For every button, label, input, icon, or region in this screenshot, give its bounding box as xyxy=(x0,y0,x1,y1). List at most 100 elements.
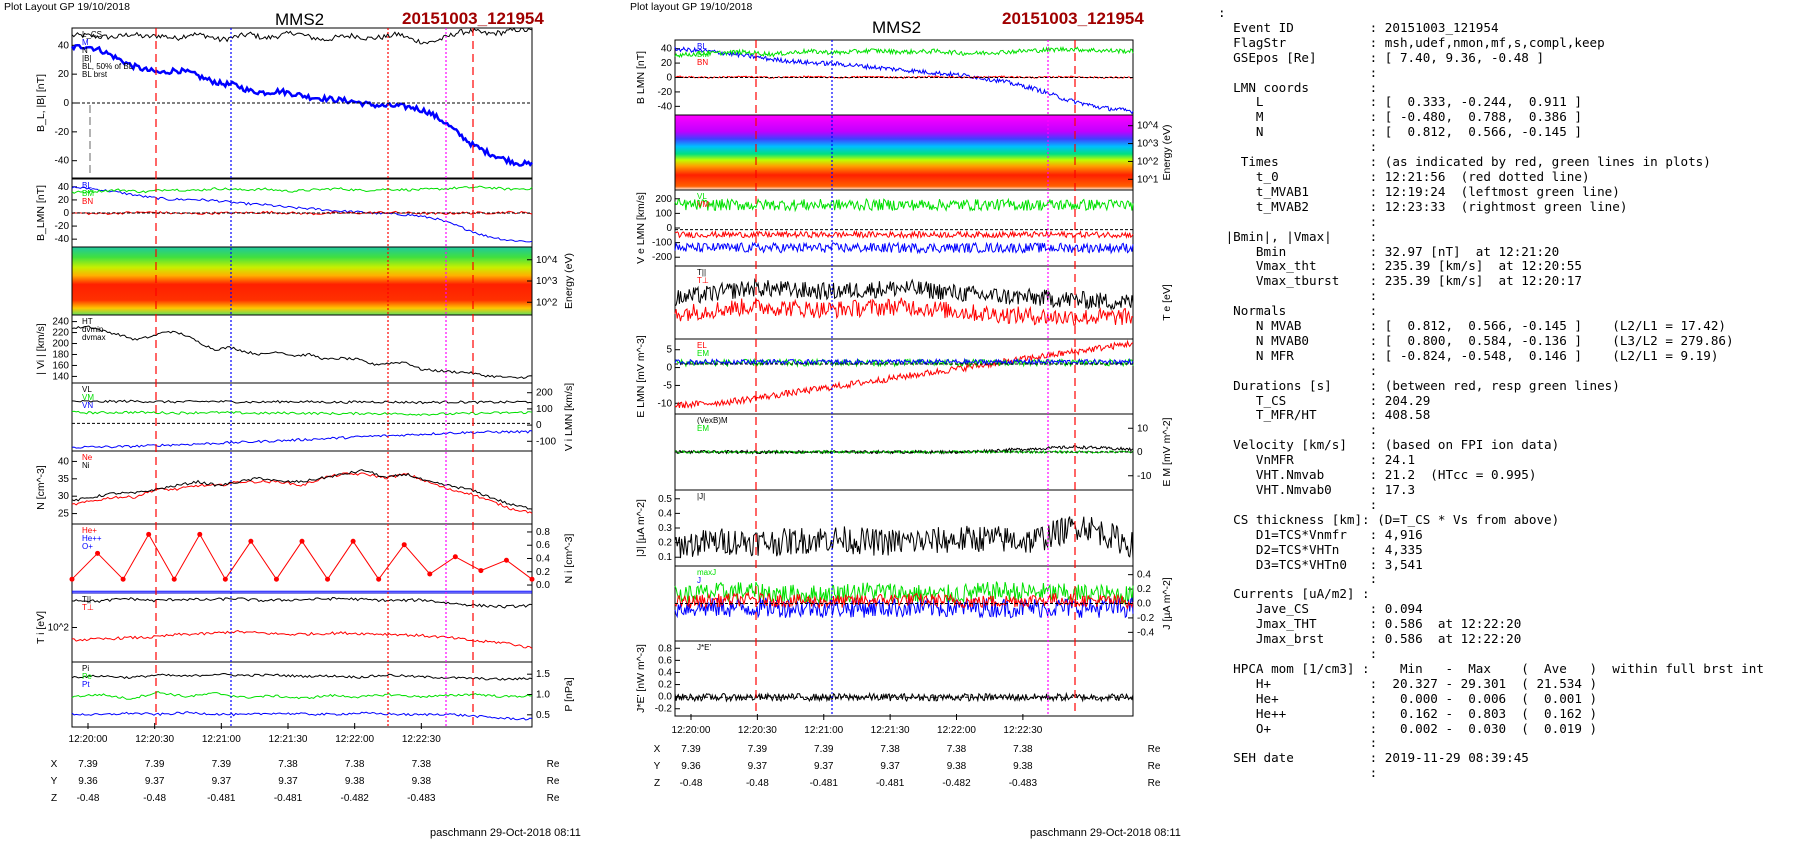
series-line-|Vi| xyxy=(71,325,533,379)
data-point xyxy=(273,576,279,582)
y-tick-label: 0.5 xyxy=(658,494,672,505)
data-point xyxy=(529,576,535,582)
y-tick-label: -0.4 xyxy=(1137,627,1155,638)
y-axis-label: J [µA m^-2] xyxy=(1161,577,1173,629)
series-line xyxy=(674,691,1134,703)
time-tick-label: 12:20:30 xyxy=(738,725,777,736)
data-point xyxy=(95,550,101,556)
legend-entry: (VexB)M xyxy=(697,416,728,425)
legend-entry: EM xyxy=(697,424,709,433)
legend-entry: BN xyxy=(697,58,708,67)
y-axis-label: N i [cm^-3] xyxy=(563,534,575,584)
legend-entry: J*E' xyxy=(697,643,711,652)
panel-frame xyxy=(71,661,533,728)
data-point xyxy=(478,568,484,574)
legend-entry: He++ xyxy=(82,534,102,543)
right-event-title: 20151003_121954 xyxy=(1002,9,1144,28)
legend-entry: T|| xyxy=(697,268,706,277)
y-tick-label: 10 xyxy=(1137,423,1149,434)
legend-entry: Ni xyxy=(82,461,90,470)
position-value: -0.48 xyxy=(143,793,166,804)
legend-entry: T⊥ xyxy=(697,276,709,285)
y-tick-label: -5 xyxy=(663,380,672,391)
legend-entry: maxJ xyxy=(697,568,716,577)
y-tick-label: -200 xyxy=(652,252,672,263)
y-tick-label: 0.2 xyxy=(536,567,550,578)
position-unit: Re xyxy=(547,776,560,787)
y-tick-label: -0.2 xyxy=(655,704,673,715)
y-tick-label: 100 xyxy=(536,404,553,415)
y-tick-label: 20 xyxy=(58,69,70,80)
y-tick-label: -20 xyxy=(658,87,673,98)
y-tick-label: -10 xyxy=(658,398,673,409)
series-line xyxy=(674,339,1134,410)
series-line-T⊥ xyxy=(71,629,533,649)
y-tick-label: 40 xyxy=(58,456,70,467)
series-line-BL xyxy=(71,186,533,243)
position-value: 9.38 xyxy=(1013,761,1033,772)
y-tick-label: -100 xyxy=(536,436,556,447)
position-value: -0.482 xyxy=(340,793,369,804)
y-axis-label: Energy (eV) xyxy=(563,253,575,309)
y-tick-label: 35 xyxy=(58,474,70,485)
data-point xyxy=(69,576,75,582)
series-line xyxy=(674,357,1134,367)
y-tick-label: -40 xyxy=(55,234,70,245)
position-value: -0.481 xyxy=(274,793,303,804)
y-tick-label: 20 xyxy=(661,58,673,69)
time-tick-label: 12:21:30 xyxy=(871,725,910,736)
y-tick-label: 200 xyxy=(536,388,553,399)
y-tick-label: 20 xyxy=(58,195,70,206)
y-axis-label: T i [eV] xyxy=(35,611,47,644)
legend-entry: T⊥ xyxy=(82,603,94,612)
y-tick-label: -0.2 xyxy=(1137,613,1155,624)
series-line xyxy=(674,45,1134,59)
position-value: 9.37 xyxy=(278,776,298,787)
legend-entry: J xyxy=(697,576,701,585)
series-line xyxy=(674,297,1134,326)
time-tick-label: 12:21:00 xyxy=(202,734,241,745)
data-point xyxy=(171,576,177,582)
position-value: -0.483 xyxy=(407,793,436,804)
series-line-T|| xyxy=(71,596,533,609)
position-row-label: Y xyxy=(654,761,661,772)
legend-entry: O+ xyxy=(82,542,93,551)
y-tick-label: 180 xyxy=(52,349,69,360)
position-row-label: Z xyxy=(654,778,660,789)
right-layout-label: Plot layout GP 19/10/2018 xyxy=(630,1,753,13)
series-line-VN xyxy=(71,430,533,449)
y-tick-label: 0.6 xyxy=(658,655,672,666)
data-point xyxy=(452,554,458,560)
y-axis-label: |J| [µA m^-2] xyxy=(635,499,647,557)
position-value: -0.482 xyxy=(942,778,971,789)
y-axis-label: J*E' [nW m^-3] xyxy=(635,644,647,713)
y-tick-label: 30 xyxy=(58,491,70,502)
right-footer: paschmann 29-Oct-2018 08:11 xyxy=(1030,827,1181,839)
series-line-BM xyxy=(71,185,533,194)
y-axis-label: N [cm^-3] xyxy=(35,465,47,510)
legend-entry: BL xyxy=(82,181,92,190)
y-tick-label: 1.5 xyxy=(536,669,550,680)
legend-entry: L_CS xyxy=(82,30,102,39)
y-tick-label: 0.0 xyxy=(536,580,550,591)
panel-frame xyxy=(674,189,1134,267)
position-value: 7.38 xyxy=(278,759,298,770)
series-line-Pe xyxy=(71,711,533,721)
y-tick-label: 0.8 xyxy=(536,527,550,538)
y-tick-label: 10^1 xyxy=(1137,174,1159,185)
legend-entry: He+ xyxy=(82,526,97,535)
position-value: 9.37 xyxy=(880,761,900,772)
y-tick-label: 0.4 xyxy=(1137,570,1151,581)
y-tick-label: 0 xyxy=(666,73,672,84)
position-value: 7.38 xyxy=(1013,744,1033,755)
position-value: 7.39 xyxy=(145,759,165,770)
y-tick-label: 0 xyxy=(536,420,542,431)
position-value: -0.483 xyxy=(1009,778,1038,789)
legend-entry: T|| xyxy=(82,595,91,604)
position-row-label: Z xyxy=(51,793,57,804)
y-tick-label: 0 xyxy=(666,363,672,374)
position-value: -0.481 xyxy=(207,793,236,804)
series-line xyxy=(674,597,1134,619)
y-tick-label: 0.6 xyxy=(536,540,550,551)
data-point xyxy=(427,571,433,577)
